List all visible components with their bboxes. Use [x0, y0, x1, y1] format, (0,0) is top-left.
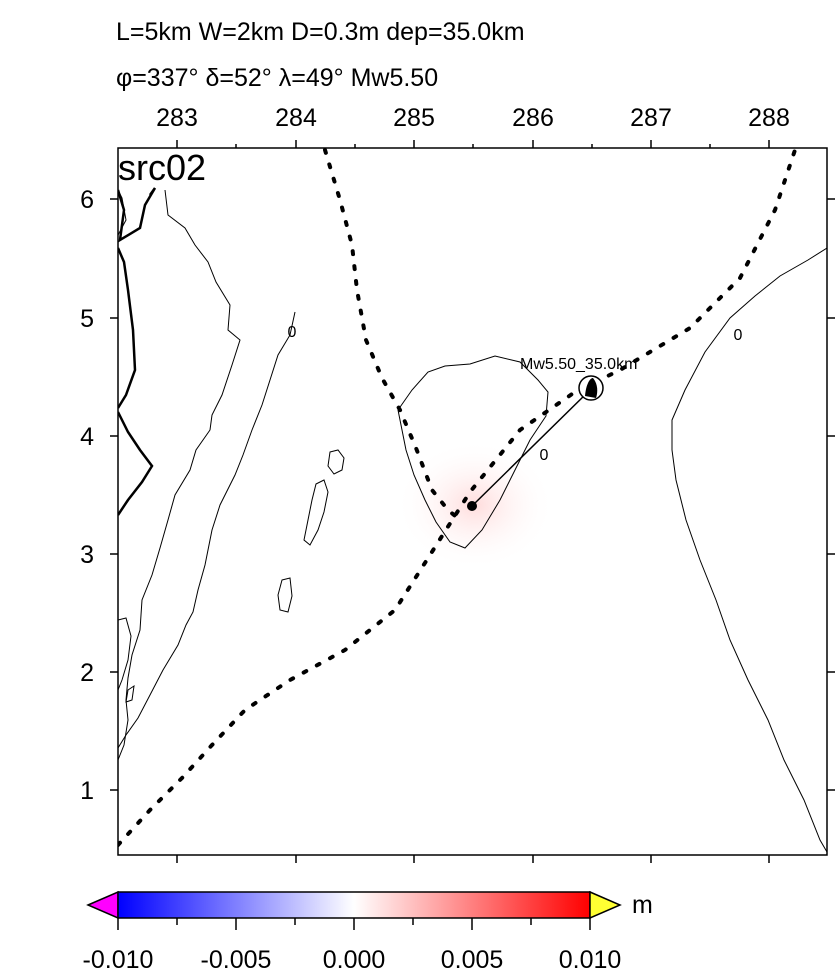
zero-contour-center: [397, 355, 549, 549]
zero-contour-west-4: [118, 189, 127, 236]
y-tick-label: 3: [80, 541, 94, 569]
contour-label: 0: [288, 324, 297, 341]
x-ticks: [176, 140, 770, 863]
x-tick-label: 283: [156, 104, 198, 132]
zero-contour-east: [671, 247, 827, 853]
colorbar-tick-label: 0.010: [559, 946, 622, 974]
colorbar-tick-label: 0.005: [441, 946, 504, 974]
y-ticks: [110, 198, 835, 791]
nodal-line-2: [118, 148, 797, 847]
contour-island-1: [327, 449, 345, 475]
x-tick-labels: 283 284 285 286 287 288: [156, 104, 790, 132]
colorbar: m -0.010 -0.005 0.000 0.005 0.010: [83, 890, 653, 974]
map-title-line2: φ=337° δ=52° λ=49° Mw5.50: [116, 64, 439, 92]
x-tick-label: 288: [748, 104, 790, 132]
colorbar-tick-label: -0.010: [83, 946, 154, 974]
map-title-line1: L=5km W=2km D=0.3m dep=35.0km: [116, 18, 525, 46]
panel-label: src02: [118, 147, 206, 188]
contour-label: 0: [540, 447, 549, 464]
x-tick-label: 285: [393, 104, 435, 132]
y-tick-label: 6: [80, 186, 94, 214]
y-tick-label: 5: [80, 305, 94, 333]
contour-island-2: [303, 479, 329, 546]
colorbar-max-triangle: [589, 890, 622, 920]
colorbar-tick-label: 0.000: [323, 946, 386, 974]
zero-contour-west-3: [118, 617, 132, 691]
colorbar-min-triangle: [86, 890, 119, 920]
contour-island-4: [125, 684, 135, 703]
y-tick-label: 2: [80, 659, 94, 687]
zero-contour-west-2: [118, 311, 296, 749]
y-tick-label: 1: [80, 777, 94, 805]
contour-label: 0: [734, 327, 743, 344]
y-tick-label: 4: [80, 423, 94, 451]
coastline: [118, 187, 157, 516]
y-tick-labels: 1 2 3 4 5 6: [80, 186, 94, 805]
contour-island-3: [277, 577, 293, 613]
source-label: Mw5.50_35.0km: [520, 356, 637, 373]
colorbar-gradient: [117, 891, 591, 919]
x-tick-label: 284: [275, 104, 317, 132]
x-tick-label: 287: [630, 104, 672, 132]
fault-trace: [467, 375, 604, 511]
colorbar-tick-label: -0.005: [201, 946, 272, 974]
zero-contour-west: [118, 189, 241, 761]
colorbar-unit: m: [632, 891, 653, 919]
x-tick-label: 286: [512, 104, 554, 132]
